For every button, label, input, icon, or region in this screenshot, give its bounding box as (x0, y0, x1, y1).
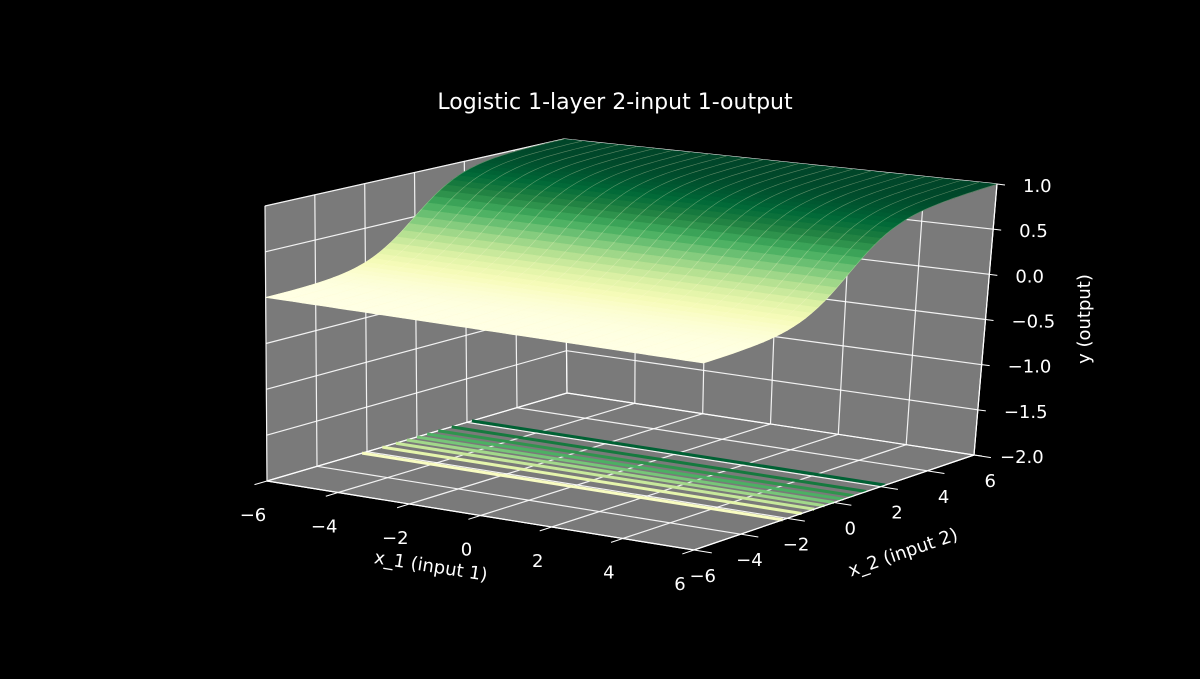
z-tick-mark (989, 273, 998, 276)
contour-line (416, 435, 835, 504)
y-tick-label: 4 (938, 487, 949, 508)
x-tick-label: −2 (382, 528, 409, 549)
x-tick-mark (325, 492, 339, 497)
x-tick-label: 4 (603, 563, 614, 584)
surface-mesh-line (429, 155, 727, 323)
contour-line (426, 432, 844, 501)
y-tick-mark (787, 517, 805, 522)
y-tick-label: −4 (736, 550, 763, 571)
x-tick-mark (254, 480, 268, 486)
z-tick-label: −0.5 (1012, 312, 1056, 333)
y-tick-label: −2 (783, 534, 810, 555)
surface-mesh-line (612, 174, 907, 350)
surface-mesh-line (375, 150, 673, 315)
z-tick-label: 0.0 (1015, 266, 1044, 287)
y-tick-label: 0 (845, 519, 856, 540)
contour-line (395, 441, 815, 511)
contour-line (382, 445, 802, 515)
x-tick-mark (539, 526, 552, 532)
z-tick-mark (977, 409, 986, 412)
z-tick-mark (996, 183, 1006, 186)
surface-mesh-line (557, 168, 853, 342)
x-tick-mark (468, 515, 481, 520)
surface-mesh-line (685, 182, 979, 361)
z-tick-mark (993, 228, 1002, 231)
surface-mesh-line (648, 178, 943, 356)
y-tick-label: 6 (985, 471, 996, 492)
surface-mesh-line (265, 138, 565, 298)
x-tick-mark (610, 538, 623, 543)
z-tick-label: 0.5 (1019, 221, 1048, 242)
chart-title: Logistic 1-layer 2-input 1-output (437, 90, 793, 115)
surface-mesh-line (411, 153, 709, 320)
surface-mesh-line (630, 176, 925, 353)
surface-mesh-line (302, 142, 601, 304)
z-axis-label: y (output) (1074, 274, 1095, 364)
surface-mesh-line (393, 152, 691, 317)
y-axis-label: x_2 (input 2) (846, 524, 961, 581)
surface-mesh-line (666, 180, 961, 358)
y-tick-mark (693, 549, 712, 554)
surface-mesh-line (466, 159, 763, 328)
surface-mesh-line (575, 170, 871, 345)
surface-mesh (265, 138, 998, 364)
surface-mesh-line (703, 183, 998, 364)
x-tick-label: −4 (311, 517, 338, 538)
contour-line (451, 425, 867, 494)
y-tick-mark (833, 502, 852, 506)
grid-line-z (266, 350, 978, 436)
surface-mesh-line (356, 148, 655, 312)
contour-line (361, 451, 783, 522)
x-tick-label: 6 (674, 574, 685, 595)
y-tick-mark (927, 470, 945, 474)
surface-mesh-line (283, 140, 583, 301)
y-tick-label: −6 (689, 566, 716, 587)
surface-mesh-line (320, 144, 619, 306)
surface-mesh-line (502, 163, 799, 334)
contour-lines (361, 419, 886, 522)
z-tick-mark (973, 454, 983, 457)
z-tick-label: −2.0 (1000, 447, 1044, 468)
z-tick-label: −1.0 (1008, 357, 1052, 378)
y-tick-mark (880, 486, 898, 490)
grid-line-z (266, 392, 975, 482)
surface-mesh-line (539, 167, 835, 339)
y-tick-mark (740, 533, 759, 538)
contour-line (406, 438, 825, 508)
x-tick-mark (396, 503, 410, 509)
contour-line (471, 419, 886, 487)
x-tick-label: 2 (532, 551, 543, 572)
surface-mesh-line (593, 172, 889, 347)
surface-mesh-line (520, 165, 817, 336)
x-tick-label: −6 (240, 505, 267, 526)
z-tick-mark (985, 319, 994, 321)
surface-patch (694, 359, 710, 364)
surface-mesh-line (447, 157, 745, 326)
contour-line (437, 429, 855, 498)
y-tick-label: 2 (891, 503, 902, 524)
surface-mesh-line (484, 161, 781, 331)
x-tick-mark (682, 549, 695, 555)
x-tick-label: 0 (461, 540, 472, 561)
z-tick-mark (981, 364, 990, 367)
surface-mesh-line (338, 146, 637, 309)
z-tick-label: 1.0 (1023, 176, 1052, 197)
z-tick-label: −1.5 (1004, 402, 1048, 423)
